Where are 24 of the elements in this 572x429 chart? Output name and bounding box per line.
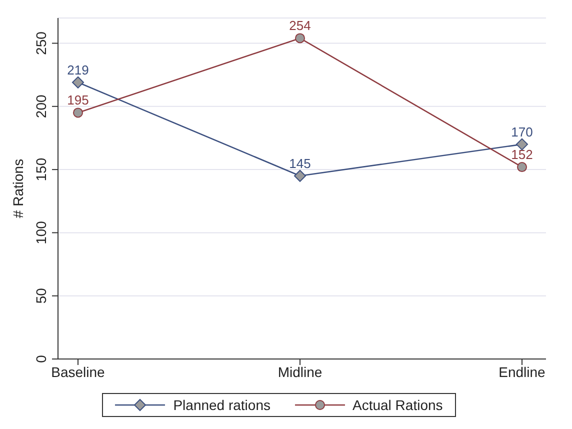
y-tick-label: 50 xyxy=(33,288,49,304)
data-label: 152 xyxy=(511,147,533,162)
legend-label: Planned rations xyxy=(173,397,270,413)
data-label: 195 xyxy=(67,92,89,108)
point xyxy=(72,76,84,88)
point xyxy=(517,162,527,172)
y-axis-title: # Rations xyxy=(10,158,26,218)
y-tick-label: 250 xyxy=(33,31,49,55)
data-label: 145 xyxy=(289,156,311,171)
data-label: 219 xyxy=(67,62,89,78)
x-tick-label: Baseline xyxy=(51,364,106,380)
point xyxy=(73,108,83,118)
y-tick-label: 200 xyxy=(33,94,49,118)
y-tick-label: 150 xyxy=(33,158,49,182)
legend-label: Actual Rations xyxy=(352,397,443,413)
y-tick-label: 100 xyxy=(33,220,49,244)
x-tick-label: Midline xyxy=(278,364,322,380)
y-tick-label: 0 xyxy=(33,354,49,363)
point xyxy=(516,138,528,150)
data-label: 170 xyxy=(511,124,533,140)
point xyxy=(295,33,305,44)
data-label: 254 xyxy=(289,18,311,34)
point xyxy=(294,170,306,182)
x-tick-label: Endline xyxy=(498,364,546,380)
